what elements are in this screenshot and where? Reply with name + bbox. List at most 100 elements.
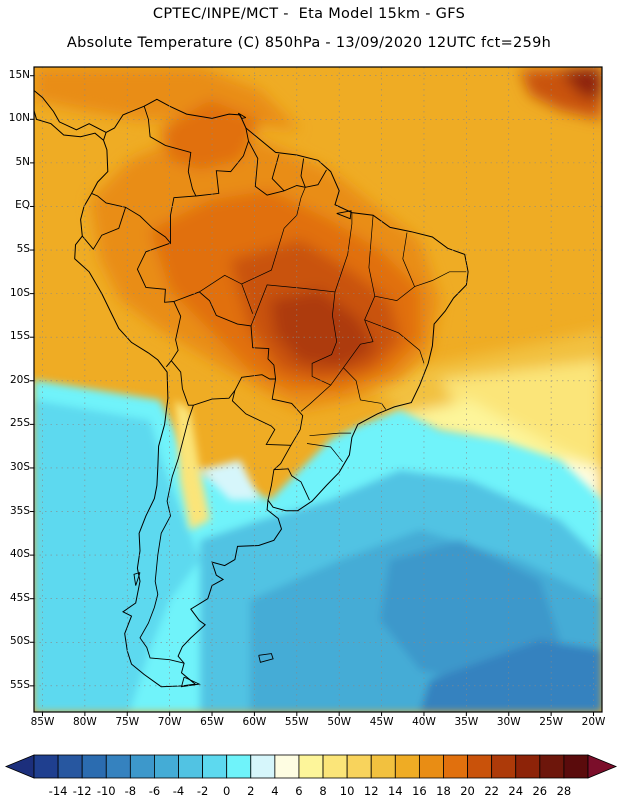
colorbar-label: 6 — [295, 784, 303, 798]
longitude-label: 30W — [496, 716, 521, 728]
latitude-label: 15S — [9, 330, 30, 343]
map-title-line2: Absolute Temperature (C) 850hPa - 13/09/… — [66, 35, 552, 51]
coastline — [74, 98, 469, 688]
longitude-label: 55W — [284, 716, 309, 728]
country-border — [271, 154, 285, 192]
colorbar-swatch — [178, 754, 204, 779]
latitude-label: EQ — [15, 199, 30, 212]
latitude-label: 45S — [9, 591, 30, 604]
colorbar-swatch — [491, 754, 517, 779]
colorbar-label: 20 — [460, 784, 475, 798]
colorbar-swatch — [154, 754, 179, 779]
colorbar-swatch — [129, 754, 155, 779]
colorbar-label: -14 — [48, 784, 68, 798]
country-border — [231, 378, 304, 446]
colorbar-swatch — [443, 754, 468, 779]
colorbar-swatch — [250, 754, 276, 779]
longitude-label: 85W — [30, 716, 55, 728]
colorbar-label: -12 — [72, 784, 92, 798]
longitude-label: 20W — [581, 716, 606, 728]
colorbar-label: 10 — [339, 784, 355, 798]
longitude-label: 65W — [200, 716, 224, 728]
longitude-label: 25W — [539, 716, 563, 728]
colorbar-label: 16 — [412, 784, 427, 798]
colorbar-label: 18 — [436, 784, 451, 798]
longitude-label: 45W — [369, 716, 394, 728]
country-border — [170, 360, 276, 406]
colorbar-label: 4 — [271, 784, 279, 798]
longitude-label: 35W — [454, 716, 479, 728]
state-border — [250, 284, 338, 412]
central-america-pacific-coast — [34, 110, 104, 141]
state-border — [241, 283, 254, 314]
latitude-label: 10S — [9, 286, 30, 299]
colorbar-label: -8 — [124, 784, 137, 798]
colorbar-label: 14 — [387, 784, 403, 798]
colorbar-label: 12 — [363, 784, 379, 798]
colorbar-label: 2 — [247, 784, 255, 798]
colorbar-label: -10 — [96, 784, 116, 798]
map-border — [33, 66, 603, 713]
latitude-label: 15N — [8, 68, 30, 81]
state-border — [343, 367, 387, 410]
latitude-label: 35S — [9, 504, 30, 517]
map-title-line1: CPTEC/INPE/MCT - Eta Model 15km - GFS — [152, 6, 466, 22]
colorbar-swatch — [322, 754, 348, 779]
colorbar-label: 26 — [532, 784, 548, 798]
colorbar-label: -2 — [196, 784, 209, 798]
colorbar-swatch — [57, 754, 83, 779]
longitude-label: 50W — [327, 716, 352, 728]
country-border — [300, 158, 306, 188]
colorbar-swatch — [539, 754, 565, 779]
longitude-label: 60W — [242, 716, 267, 728]
longitude-label: 40W — [412, 716, 436, 728]
colorbar-under-arrow — [4, 754, 35, 779]
colorbar-over-arrow — [587, 754, 618, 779]
colorbar-label: 28 — [556, 784, 572, 798]
latitude-label: 50S — [9, 635, 30, 648]
state-border — [414, 271, 467, 287]
colorbar-label: -6 — [148, 784, 161, 798]
island-outline — [180, 676, 201, 688]
colorbar-swatch — [226, 754, 252, 779]
country-border — [81, 207, 127, 250]
latitude-label: 20S — [9, 373, 30, 386]
latitude-label: 55S — [9, 678, 30, 691]
axis-ticks — [30, 75, 595, 716]
central-america-coast — [34, 90, 107, 133]
country-border — [136, 242, 182, 368]
colorbar-swatch — [394, 754, 420, 779]
state-border — [309, 432, 352, 437]
colorbar-swatch — [346, 754, 372, 779]
colorbar-swatch — [202, 754, 228, 779]
colorbar-swatch — [370, 754, 396, 779]
island-outline — [258, 653, 274, 663]
country-border — [267, 468, 310, 501]
latitude-label: 30S — [9, 460, 30, 473]
longitude-label: 75W — [115, 716, 140, 728]
state-border — [306, 443, 343, 463]
colorbar-swatch — [515, 754, 541, 779]
colorbar-swatch — [105, 754, 131, 779]
island-outline — [237, 112, 247, 119]
island-outline — [133, 572, 141, 586]
latitude-label: 25S — [9, 417, 30, 430]
state-border — [334, 212, 353, 293]
latitude-label: 5S — [16, 243, 30, 256]
colorbar-label: 24 — [508, 784, 524, 798]
colorbar-swatch — [418, 754, 444, 779]
temperature-field — [34, 67, 602, 712]
longitude-label: 80W — [72, 716, 97, 728]
colorbar-label: 0 — [223, 784, 231, 798]
lat-lon-grid — [34, 67, 602, 712]
colorbar-label: 22 — [484, 784, 499, 798]
latitude-label: 10N — [8, 112, 30, 125]
colorbar-swatch — [467, 754, 493, 779]
state-border — [199, 187, 306, 293]
latitude-label: 40S — [9, 548, 30, 561]
longitude-label: 70W — [157, 716, 182, 728]
state-border — [330, 341, 374, 386]
island-outline — [336, 210, 352, 220]
